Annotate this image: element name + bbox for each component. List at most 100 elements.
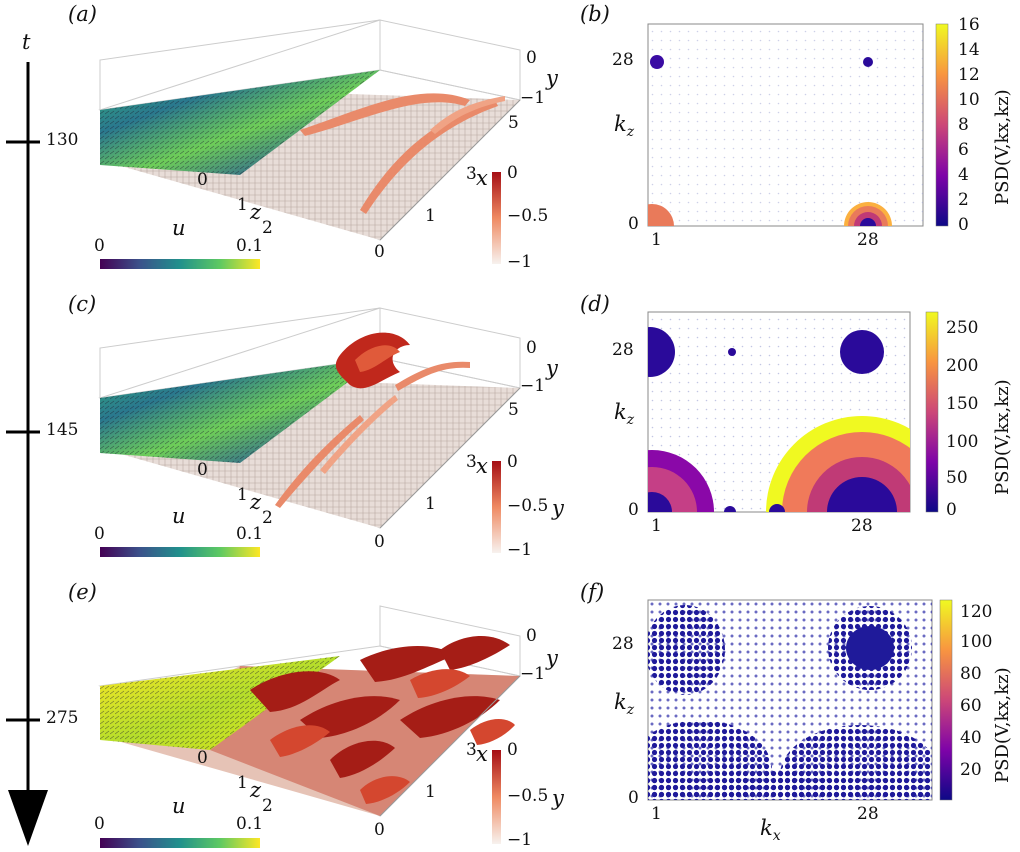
u-colorbar-c [100,547,260,557]
cbar-d-0: 0 [946,500,957,520]
time-tick-145: 145 [46,420,79,440]
cbar-f-80: 80 [960,664,982,684]
u-label-e: u [172,794,186,818]
z-label-a: z [250,200,262,224]
cbar-label-f: PSD(V,kx,kz) [992,667,1013,783]
y-label-c: y [546,356,558,380]
u-max-c: 0.1 [236,524,264,544]
timeline-label: t [22,30,31,54]
kx-tick-28-f: 28 [857,804,879,824]
u-label-a: u [172,216,186,240]
x-label-e: x [476,742,488,766]
psd-plot-f [647,599,953,801]
y-tick-m1-e: −1 [520,664,546,684]
cbar-f-20: 20 [960,760,982,780]
ybar-tick-m1-c: −1 [507,540,533,560]
kz-label-f: kz [614,690,635,719]
cbar-d-150: 150 [946,394,979,414]
panel-label-c: (c) [68,292,97,316]
u-min-a: 0 [94,236,105,256]
ybar-tick-mid-e: −0.5 [507,786,549,806]
z-tick-1-c: 1 [237,485,248,505]
kx-tick-28-b: 28 [857,230,879,250]
u-max-e: 0.1 [236,814,264,834]
cbar-f-120: 120 [960,602,993,622]
u-max-a: 0.1 [236,236,264,256]
x-tick-5-c: 5 [508,400,519,420]
cbar-d-50: 50 [946,468,968,488]
x-tick-1-c: 1 [425,494,436,514]
ybar-tick-m1-a: −1 [507,252,533,272]
y-label-a: y [546,66,558,90]
kx-tick-28-d: 28 [851,516,873,536]
x-tick-0-c: 0 [374,532,385,552]
z-tick-2-c: 2 [262,508,273,528]
panel-label-f: (f) [580,580,605,604]
cbar-f-100: 100 [960,632,993,652]
z-tick-2-e: 2 [262,796,273,816]
kx-tick-1-b: 1 [651,230,662,250]
kz-label-d: kz [614,400,635,429]
cube-panel-a [98,19,522,241]
y-tick-0-c: 0 [526,338,537,358]
cbar-label-b: PSD(V,kx,kz) [992,89,1013,205]
ybar-tick-mid-a: −0.5 [507,206,549,226]
ybar-tick-m1-e: −1 [507,830,533,850]
cbar-b-16: 16 [958,15,980,35]
ybar-tick-mid-c: −0.5 [507,496,549,516]
y-colorbar-c [492,461,501,553]
u-label-c: u [172,504,186,528]
ybar-label-e: y [552,786,564,810]
z-tick-2-a: 2 [262,218,273,238]
kz-tick-0-b: 0 [628,214,639,234]
x-tick-3-c: 3 [466,452,477,472]
y-colorbar-a [492,172,501,264]
kz-tick-0-f: 0 [628,788,639,808]
cube-panel-c [98,307,522,529]
z-label-c: z [250,490,262,514]
x-tick-1-a: 1 [425,206,436,226]
cbar-b-6: 6 [958,140,969,160]
cbar-b-14: 14 [958,40,980,60]
cbar-b-8: 8 [958,115,969,135]
kz-label-b: kz [614,112,635,141]
psd-plot-d [647,311,939,513]
u-min-c: 0 [94,524,105,544]
x-tick-3-e: 3 [466,740,477,760]
z-tick-1-a: 1 [237,195,248,215]
ybar-tick-0-e: 0 [507,740,518,760]
time-tick-130: 130 [46,130,79,150]
ybar-tick-0-a: 0 [507,163,518,183]
x-tick-3-a: 3 [466,164,477,184]
psd-plot-b [647,23,949,227]
y-tick-m1-c: −1 [520,376,546,396]
x-tick-5-a: 5 [508,113,519,133]
y-tick-0-a: 0 [526,48,537,68]
cbar-f-40: 40 [960,728,982,748]
cbar-label-d: PSD(V,kx,kz) [992,379,1013,495]
x-tick-0-e: 0 [374,820,385,840]
panel-label-b: (b) [580,2,610,26]
cbar-b-0: 0 [958,215,969,235]
kz-tick-28-d: 28 [612,340,634,360]
cube-panel-e [98,605,522,817]
cbar-b-4: 4 [958,165,969,185]
y-colorbar-e [492,750,501,844]
panel-label-e: (e) [68,580,97,604]
kx-tick-1-f: 1 [651,804,662,824]
y-label-e: y [546,646,558,670]
kz-tick-28-b: 28 [612,50,634,70]
y-tick-m1-a: −1 [520,88,546,108]
z-label-e: z [250,778,262,802]
z-tick-0-e: 0 [197,748,208,768]
timeline-axis [6,62,48,846]
time-tick-275: 275 [46,708,79,728]
z-tick-0-a: 0 [197,170,208,190]
x-tick-0-a: 0 [374,242,385,262]
kz-tick-28-f: 28 [612,634,634,654]
cbar-d-250: 250 [946,318,979,338]
kx-label-f: kx [760,816,781,845]
cbar-b-10: 10 [958,90,980,110]
ybar-tick-0-c: 0 [507,452,518,472]
panel-label-a: (a) [68,2,97,26]
